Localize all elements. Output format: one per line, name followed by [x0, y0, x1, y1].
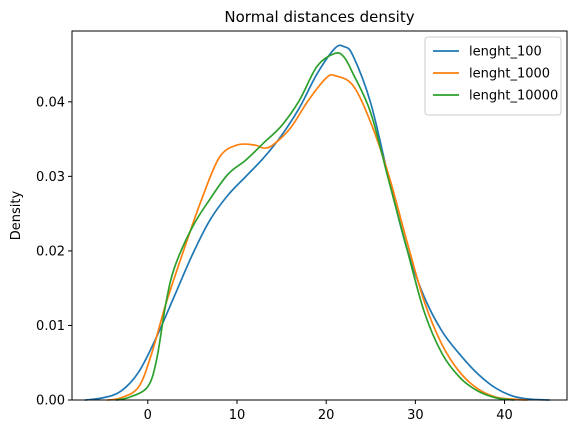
legend-label-lenght_1000: lenght_1000 [469, 67, 550, 82]
x-tick-label: 0 [144, 408, 152, 423]
y-tick-label: 0.00 [36, 394, 65, 409]
y-tick-label: 0.02 [36, 244, 65, 259]
legend-label-lenght_100: lenght_100 [469, 45, 542, 60]
axes-layer: 0 10 20 30 40 0.00 0.01 0.02 0.03 0.04 [36, 30, 568, 423]
x-tick-label: 10 [229, 408, 246, 423]
legend: lenght_100 lenght_1000 lenght_10000 [424, 36, 562, 116]
series-layer [84, 44, 551, 401]
y-tick-label: 0.03 [36, 170, 65, 185]
chart-title: Normal distances density [224, 8, 414, 26]
x-tick-label: 40 [496, 408, 513, 423]
series-line-lenght_1000 [106, 73, 528, 401]
y-tick-label: 0.01 [36, 319, 65, 334]
y-tick-label: 0.04 [36, 95, 65, 110]
series-line-lenght_10000 [115, 51, 515, 401]
plot-frame [71, 30, 568, 401]
y-axis-label: Density [9, 190, 24, 240]
legend-label-lenght_10000: lenght_10000 [469, 89, 558, 104]
x-tick-label: 20 [318, 408, 335, 423]
x-tick-label: 30 [407, 408, 424, 423]
